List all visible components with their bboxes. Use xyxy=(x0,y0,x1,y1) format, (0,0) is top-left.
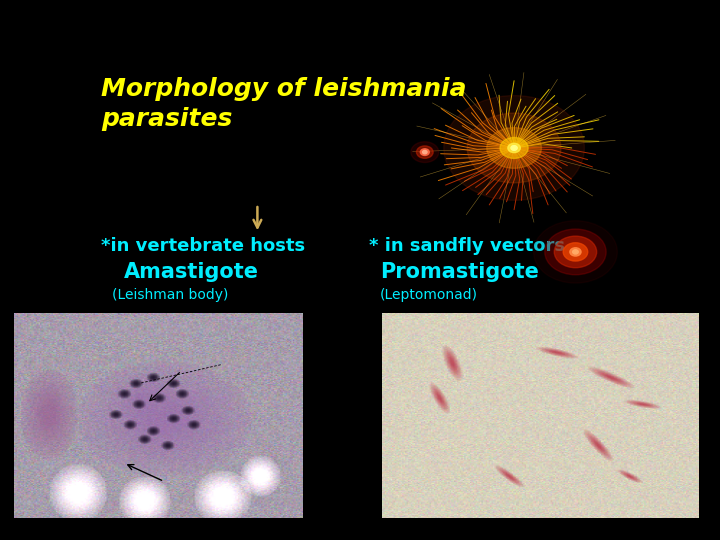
Text: Morphology of leishmania
parasites: Morphology of leishmania parasites xyxy=(101,77,467,131)
Circle shape xyxy=(467,113,561,183)
Text: Amastigote: Amastigote xyxy=(124,262,258,282)
Circle shape xyxy=(411,141,438,163)
Circle shape xyxy=(554,236,597,268)
Circle shape xyxy=(508,143,521,153)
Circle shape xyxy=(545,229,606,275)
Circle shape xyxy=(423,151,427,154)
Circle shape xyxy=(420,149,429,156)
Text: * in sandfly vectors: * in sandfly vectors xyxy=(369,238,565,255)
Circle shape xyxy=(487,127,541,168)
Circle shape xyxy=(444,96,585,200)
Circle shape xyxy=(511,146,517,150)
Circle shape xyxy=(500,138,528,158)
Circle shape xyxy=(572,250,578,254)
Circle shape xyxy=(570,248,581,256)
Text: Promastigote: Promastigote xyxy=(380,262,539,282)
Text: (Leishman body): (Leishman body) xyxy=(112,288,229,302)
Circle shape xyxy=(416,146,433,158)
Circle shape xyxy=(534,221,617,283)
Circle shape xyxy=(563,243,588,261)
Text: *in vertebrate hosts: *in vertebrate hosts xyxy=(101,238,305,255)
Text: (Leptomonad): (Leptomonad) xyxy=(380,288,478,302)
